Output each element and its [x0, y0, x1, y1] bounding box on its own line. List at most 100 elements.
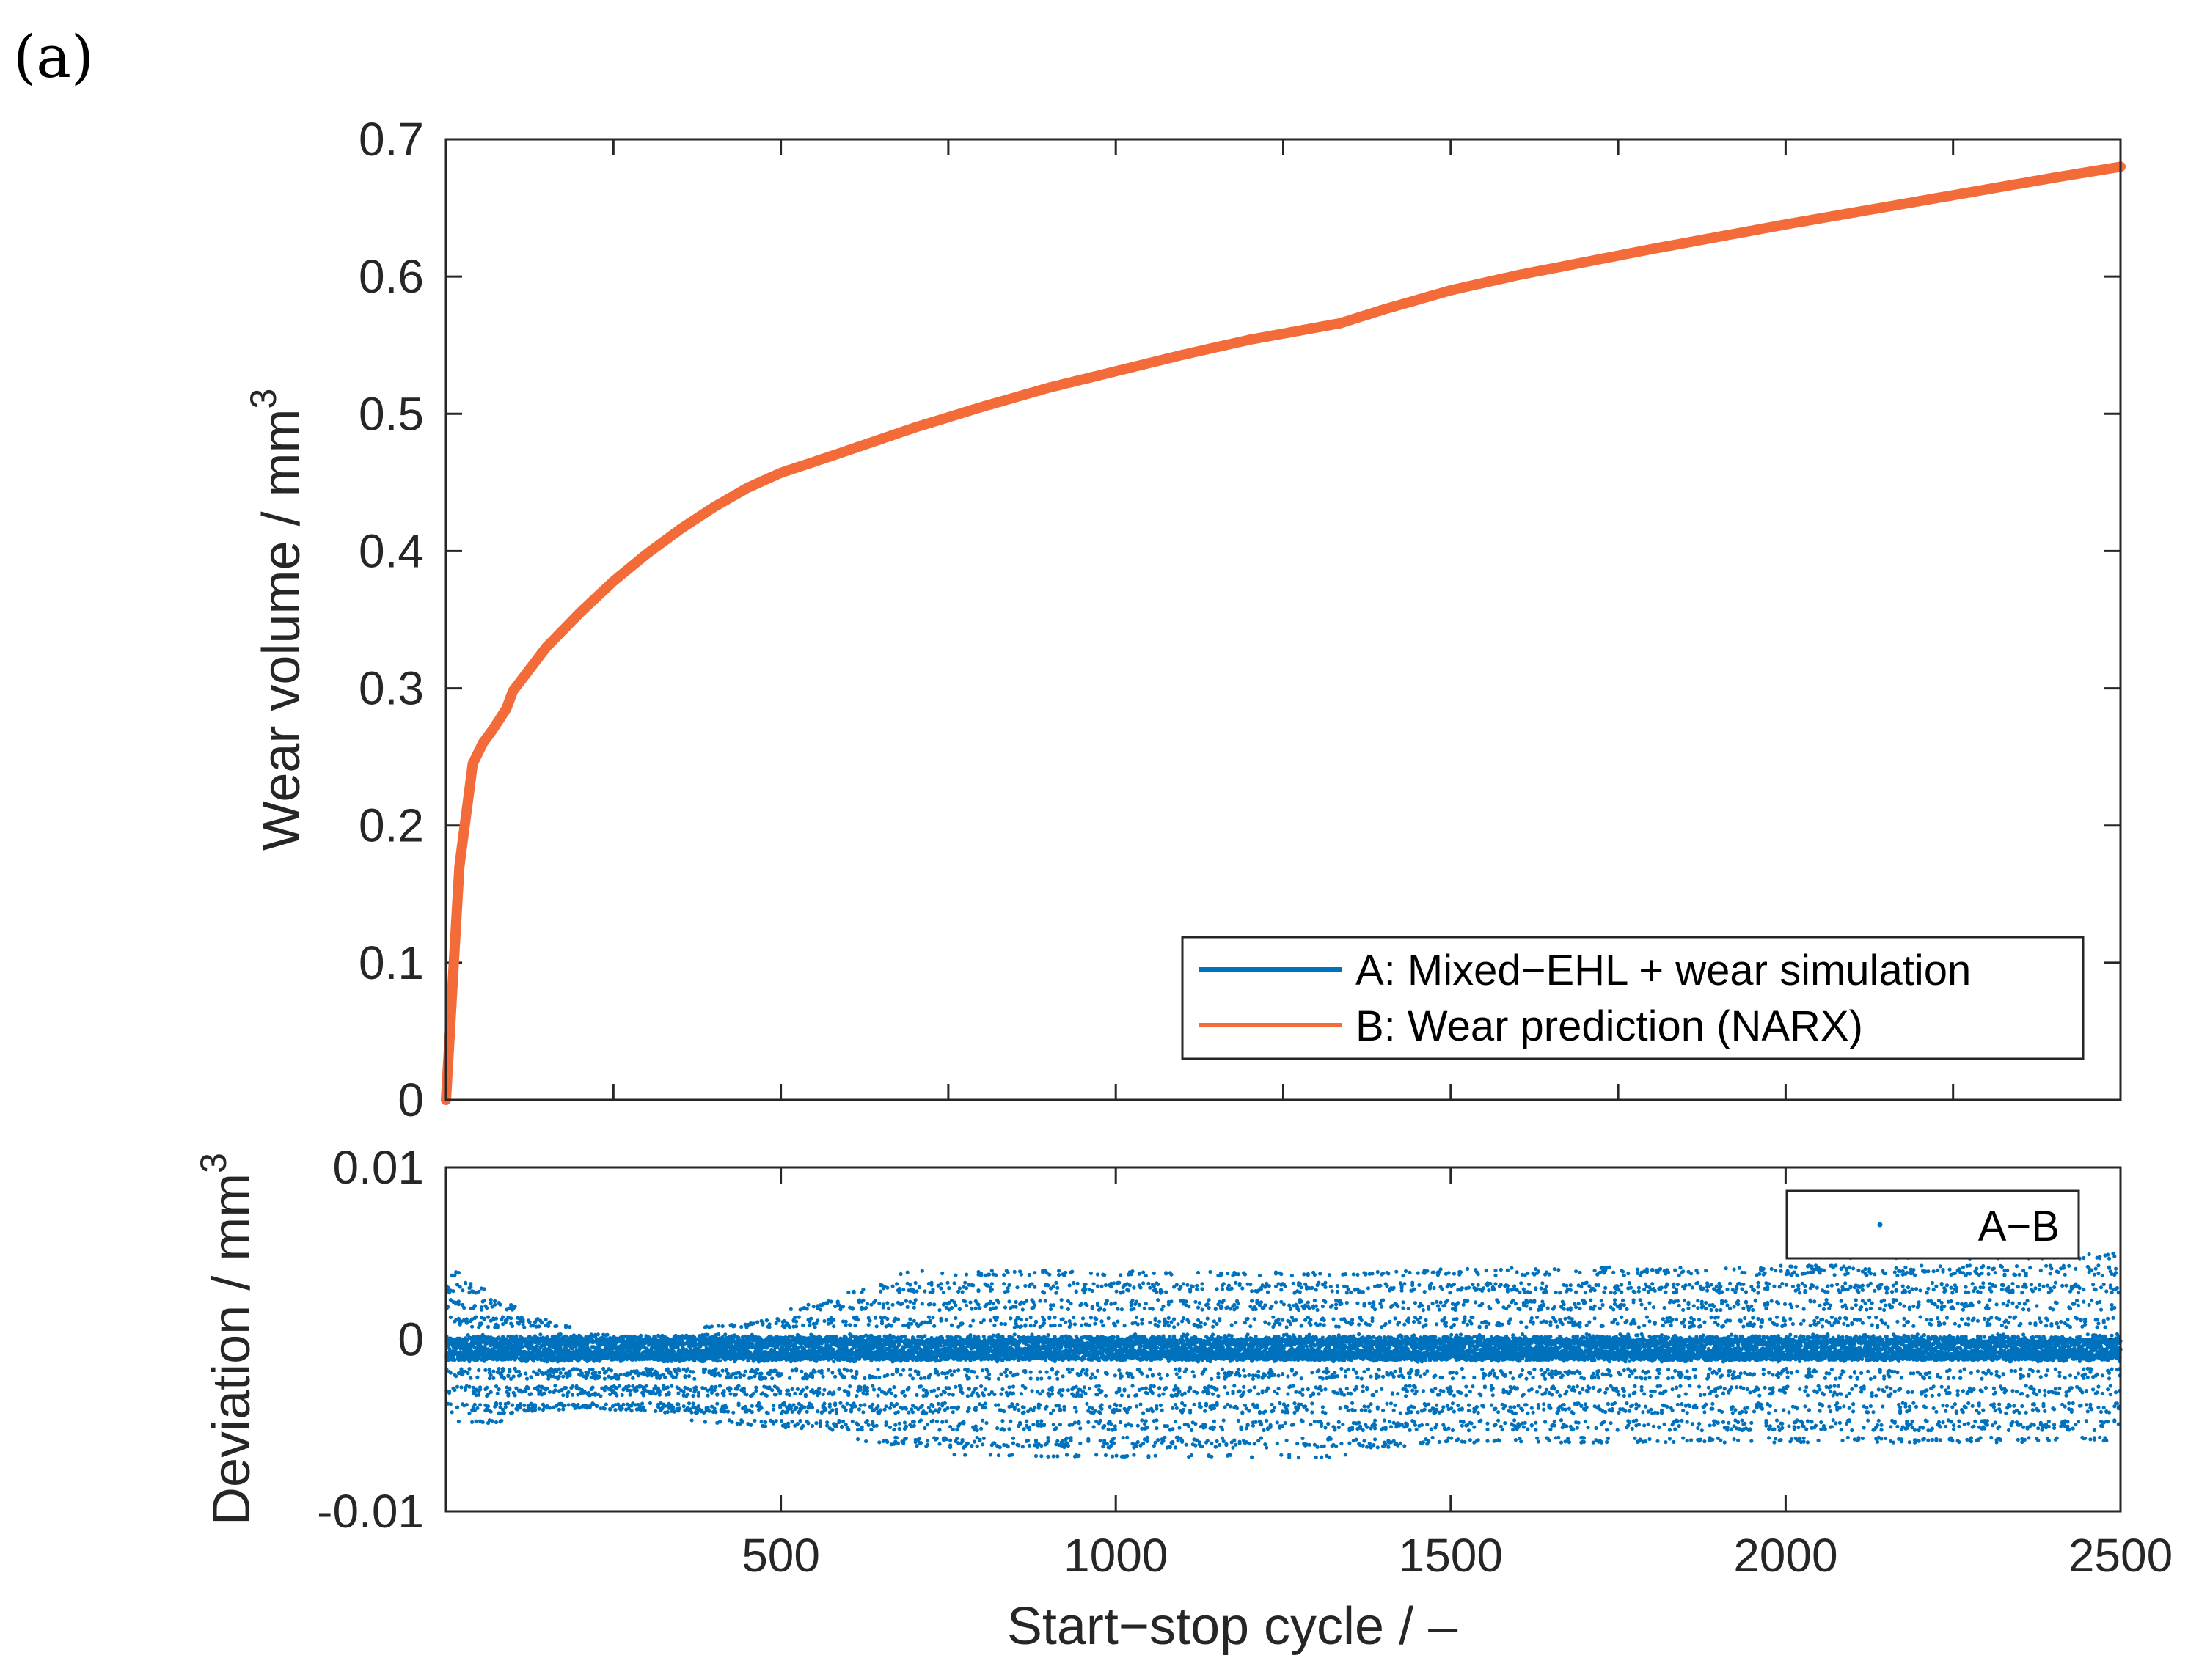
- deviation-point: [1000, 1419, 1005, 1423]
- deviation-point: [1169, 1299, 1174, 1304]
- deviation-point: [478, 1387, 483, 1392]
- deviation-point: [456, 1299, 461, 1304]
- deviation-point: [881, 1305, 885, 1310]
- deviation-point: [888, 1387, 893, 1392]
- deviation-point: [617, 1384, 622, 1388]
- deviation-point: [947, 1286, 951, 1291]
- deviation-point: [856, 1437, 860, 1442]
- deviation-point: [1019, 1272, 1023, 1277]
- deviation-point: [1127, 1288, 1131, 1293]
- deviation-point: [673, 1375, 678, 1379]
- deviation-point: [1055, 1376, 1060, 1381]
- deviation-point: [1160, 1290, 1164, 1294]
- deviation-point: [694, 1385, 698, 1390]
- deviation-point: [1157, 1319, 1162, 1324]
- deviation-point: [675, 1371, 679, 1376]
- deviation-point: [1019, 1324, 1023, 1329]
- deviation-point: [714, 1367, 718, 1371]
- deviation-point: [1121, 1436, 1125, 1440]
- deviation-point: [1051, 1423, 1055, 1427]
- deviation-point: [1003, 1322, 1008, 1327]
- deviation-point: [759, 1371, 764, 1376]
- deviation-point: [857, 1407, 861, 1412]
- deviation-point: [1067, 1370, 1072, 1374]
- deviation-point: [1095, 1272, 1100, 1277]
- deviation-point: [1075, 1281, 1080, 1285]
- deviation-point: [1051, 1284, 1055, 1288]
- deviation-point: [1010, 1453, 1014, 1457]
- deviation-point: [978, 1437, 982, 1442]
- deviation-point: [1140, 1318, 1144, 1322]
- deviation-point: [955, 1428, 959, 1432]
- deviation-point: [657, 1393, 662, 1397]
- deviation-point: [1166, 1316, 1171, 1320]
- deviation-point: [1006, 1445, 1010, 1449]
- deviation-point: [1168, 1445, 1172, 1450]
- deviation-point: [916, 1372, 921, 1376]
- deviation-point: [844, 1323, 848, 1327]
- deviation-point: [470, 1324, 475, 1329]
- deviation-point: [1111, 1454, 1115, 1459]
- deviation-point: [743, 1369, 747, 1373]
- deviation-point: [1148, 1320, 1152, 1325]
- deviation-point: [490, 1419, 494, 1423]
- deviation-point: [667, 1390, 671, 1395]
- deviation-point: [944, 1437, 948, 1442]
- deviation-point: [902, 1393, 907, 1398]
- deviation-point: [615, 1393, 619, 1398]
- deviation-point: [676, 1402, 681, 1406]
- deviation-point: [1171, 1427, 1175, 1431]
- deviation-point: [810, 1423, 815, 1428]
- deviation-point: [474, 1419, 478, 1423]
- top-y-tick-label: 0.3: [359, 662, 424, 715]
- deviation-point: [1148, 1367, 1152, 1371]
- deviation-point: [489, 1409, 493, 1414]
- deviation-point: [1134, 1444, 1139, 1448]
- deviation-point: [744, 1393, 749, 1397]
- deviation-point: [1033, 1320, 1039, 1324]
- deviation-point: [618, 1372, 623, 1377]
- deviation-point: [897, 1290, 901, 1294]
- deviation-point: [860, 1425, 864, 1429]
- deviation-point: [945, 1280, 950, 1285]
- deviation-point: [928, 1373, 932, 1377]
- deviation-point: [1100, 1406, 1104, 1411]
- deviation-point: [944, 1318, 948, 1322]
- deviation-point: [923, 1289, 927, 1294]
- deviation-point: [787, 1393, 792, 1397]
- deviation-point: [794, 1324, 799, 1329]
- deviation-point: [1172, 1325, 1177, 1329]
- deviation-point: [983, 1387, 987, 1392]
- deviation-point: [879, 1319, 885, 1324]
- deviation-point: [1085, 1373, 1089, 1377]
- deviation-point: [944, 1419, 948, 1423]
- deviation-point: [1103, 1283, 1108, 1288]
- deviation-point: [1121, 1290, 1125, 1294]
- deviation-point: [1025, 1419, 1029, 1423]
- deviation-point: [1113, 1427, 1117, 1431]
- deviation-point: [1132, 1453, 1136, 1457]
- deviation-point: [846, 1290, 851, 1295]
- deviation-point: [980, 1442, 985, 1447]
- deviation-point: [501, 1407, 505, 1412]
- deviation-point: [948, 1425, 953, 1429]
- deviation-point: [937, 1428, 942, 1432]
- deviation-point: [1007, 1299, 1011, 1304]
- deviation-point: [899, 1272, 903, 1277]
- deviation-point: [1027, 1427, 1031, 1431]
- deviation-point: [1064, 1436, 1069, 1440]
- deviation-point: [494, 1384, 499, 1389]
- deviation-point: [1132, 1307, 1136, 1311]
- deviation-point: [1002, 1409, 1006, 1414]
- deviation-point: [885, 1373, 890, 1377]
- deviation-point: [712, 1406, 717, 1411]
- deviation-point: [1064, 1453, 1069, 1457]
- deviation-point: [912, 1420, 916, 1424]
- deviation-point: [1015, 1372, 1020, 1376]
- deviation-point: [1152, 1444, 1156, 1448]
- deviation-point: [991, 1333, 995, 1338]
- deviation-point: [934, 1419, 939, 1423]
- deviation-point: [1160, 1408, 1164, 1412]
- deviation-point: [1088, 1376, 1093, 1380]
- deviation-point: [1098, 1411, 1102, 1415]
